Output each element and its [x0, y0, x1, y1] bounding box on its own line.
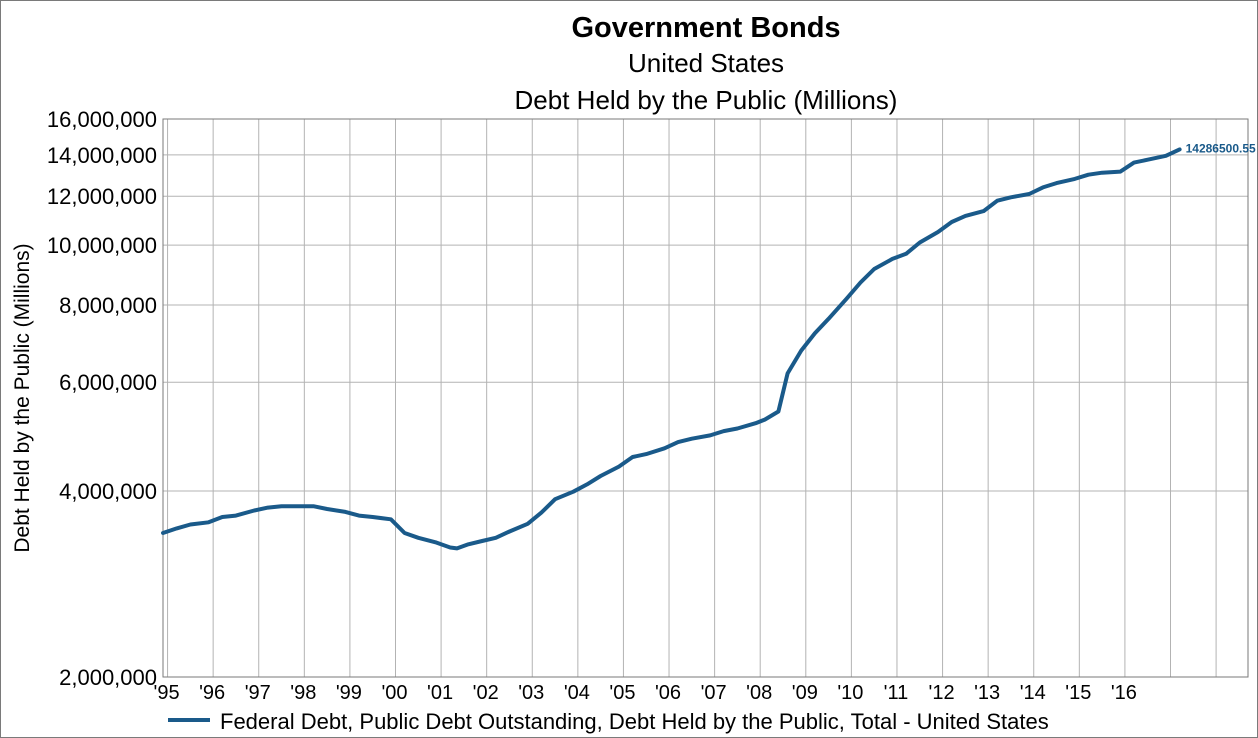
x-tick-label: '07: [701, 682, 727, 704]
x-tick-label: '96: [199, 682, 225, 704]
x-tick-label: '98: [290, 682, 316, 704]
chart-title: Government Bonds: [571, 12, 840, 44]
y-tick-label: 8,000,000: [59, 293, 157, 318]
x-tick-label: '00: [381, 682, 407, 704]
x-tick-label: '04: [564, 682, 590, 704]
y-axis-label: Debt Held by the Public (Millions): [11, 243, 34, 552]
y-axis-ticks: 2,000,000 4,000,000 6,000,000 8,000,000 10,0…: [47, 107, 157, 690]
x-tick-label: '12: [929, 682, 955, 704]
x-tick-label: '06: [655, 682, 681, 704]
x-tick-label: '97: [245, 682, 271, 704]
y-tick-label: 16,000,000: [47, 107, 157, 132]
grid: [163, 118, 1248, 678]
x-tick-label: '05: [609, 682, 635, 704]
x-tick-label: '14: [1020, 682, 1046, 704]
x-tick-label: '08: [746, 682, 772, 704]
x-tick-label: '13: [974, 682, 1000, 704]
plot-area-border: [162, 118, 1249, 678]
legend: Federal Debt, Public Debt Outstanding, D…: [168, 709, 1049, 734]
x-tick-label: '99: [336, 682, 362, 704]
x-axis-ticks: '95 '96 '97 '98 '99 '00 '01 '02 '03 '04 '05 '06 '07 '…: [154, 682, 1137, 704]
series-line-federal-debt: [161, 147, 1182, 551]
legend-label: Federal Debt, Public Debt Outstanding, D…: [220, 709, 1049, 734]
y-tick-label: 14,000,000: [47, 143, 157, 168]
chart-subtitle-units: Debt Held by the Public (Millions): [515, 85, 898, 115]
x-tick-label: '15: [1065, 682, 1091, 704]
x-tick-label: '02: [473, 682, 499, 704]
x-tick-label: '95: [154, 682, 180, 704]
y-tick-label: 10,000,000: [47, 233, 157, 258]
end-value-label: 14286500.55: [1186, 141, 1256, 155]
y-tick-label: 6,000,000: [59, 370, 157, 395]
x-tick-label: '01: [427, 682, 453, 704]
x-tick-label: '10: [837, 682, 863, 704]
x-tick-label: '16: [1111, 682, 1137, 704]
y-tick-label: 4,000,000: [59, 479, 157, 504]
x-tick-label: '09: [792, 682, 818, 704]
y-tick-label: 12,000,000: [47, 184, 157, 209]
x-tick-label: '03: [518, 682, 544, 704]
chart-subtitle: United States: [628, 48, 784, 78]
y-tick-label: 2,000,000: [59, 665, 157, 690]
x-tick-label: '11: [884, 682, 909, 704]
